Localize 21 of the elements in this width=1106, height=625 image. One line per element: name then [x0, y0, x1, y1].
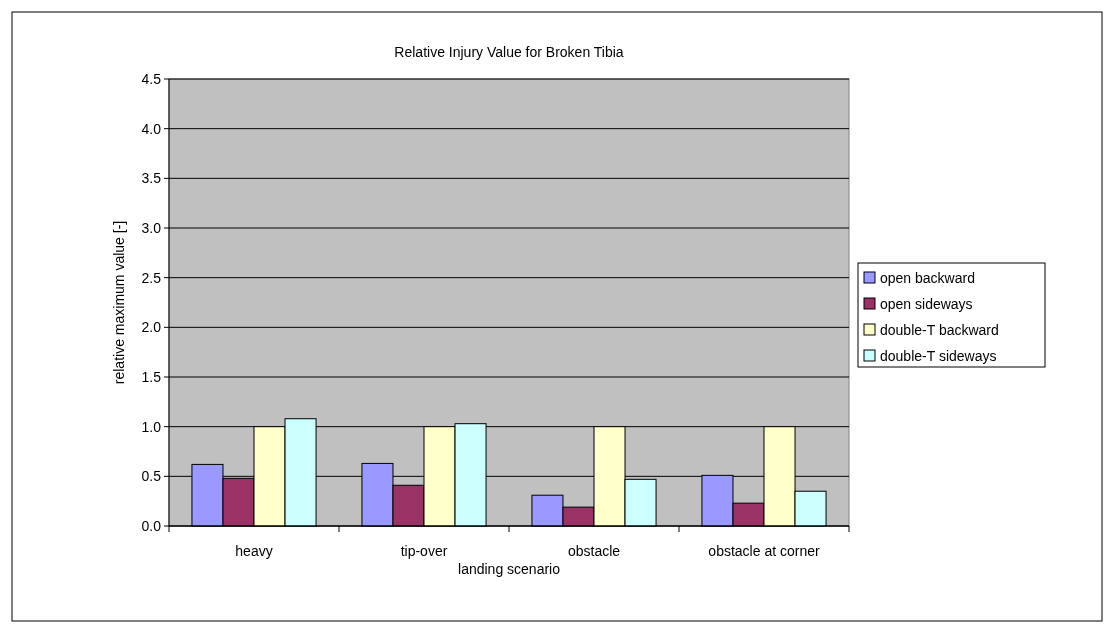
- x-tick-label: tip-over: [400, 543, 448, 559]
- x-tick-label: obstacle at corner: [708, 543, 820, 559]
- y-tick-label: 4.0: [141, 120, 162, 137]
- y-tick-label: 2.0: [141, 319, 162, 336]
- x-axis-title: landing scenario: [458, 561, 561, 577]
- y-tick-label: 1.5: [141, 368, 162, 385]
- x-tick-label: obstacle: [567, 543, 621, 559]
- y-tick-label: 3.0: [141, 219, 162, 236]
- chart-title: Relative Injury Value for Broken Tibia: [394, 44, 624, 60]
- legend-label: double-T sideways: [880, 347, 997, 364]
- y-tick-label: 0.0: [141, 517, 162, 534]
- legend-label: open sideways: [880, 295, 973, 312]
- legend-label: open backward: [880, 269, 975, 286]
- y-tick-label: 1.0: [141, 418, 162, 435]
- y-axis-title: relative maximum value [-]: [111, 220, 127, 385]
- y-tick-label: 3.5: [141, 170, 162, 187]
- legend-label: double-T backward: [880, 321, 999, 338]
- y-tick-label: 2.5: [141, 269, 162, 286]
- x-tick-label: heavy: [235, 543, 273, 559]
- y-tick-label: 4.5: [141, 70, 162, 87]
- y-tick-label: 0.5: [141, 468, 162, 485]
